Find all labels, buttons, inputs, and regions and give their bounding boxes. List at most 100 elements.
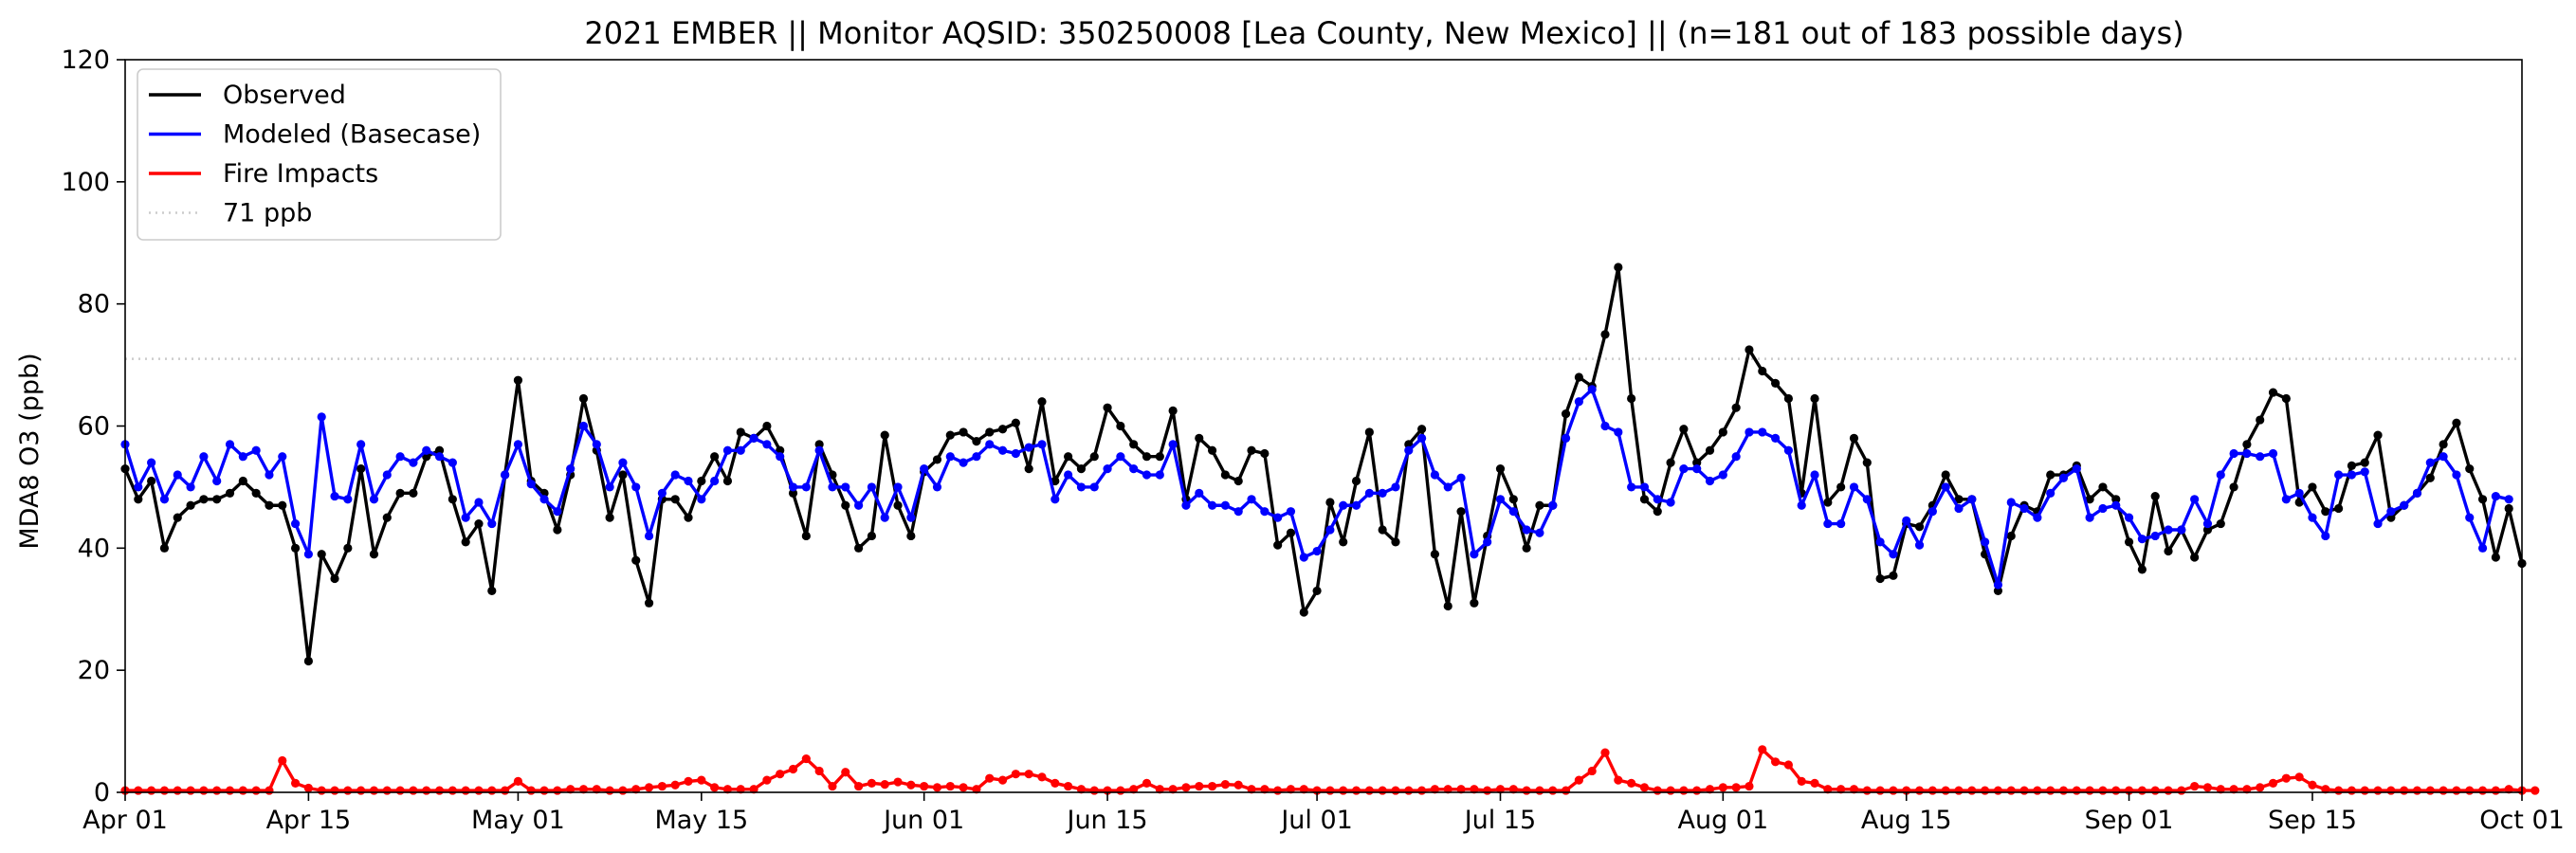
data-point-modeled-basecase (1508, 507, 1518, 517)
data-point-fire-impacts (1993, 786, 2003, 795)
data-point-modeled-basecase (2439, 452, 2448, 462)
data-point-fire-impacts (644, 783, 654, 792)
data-point-fire-impacts (2491, 786, 2500, 795)
data-point-observed (2465, 463, 2475, 474)
data-point-observed (2347, 461, 2357, 470)
data-point-fire-impacts (225, 786, 235, 795)
data-point-fire-impacts (972, 785, 981, 794)
data-point-fire-impacts (317, 786, 326, 795)
data-point-modeled-basecase (1823, 518, 1833, 529)
data-point-observed (251, 488, 261, 498)
data-point-fire-impacts (173, 786, 182, 795)
data-point-fire-impacts (1941, 786, 1950, 795)
data-point-modeled-basecase (592, 440, 601, 449)
x-tick-label: Aug 01 (1677, 806, 1768, 835)
data-point-observed (1561, 409, 1571, 419)
data-point-fire-impacts (1718, 783, 1727, 792)
data-point-modeled-basecase (2477, 543, 2488, 553)
data-point-fire-impacts (2334, 786, 2344, 795)
data-point-observed (1770, 378, 1781, 389)
data-point-observed (199, 495, 209, 504)
data-point-fire-impacts (1195, 781, 1204, 791)
data-point-observed (2202, 525, 2213, 535)
data-point-observed (278, 500, 287, 510)
data-point-modeled-basecase (710, 476, 720, 486)
data-point-observed (1391, 537, 1400, 547)
data-point-fire-impacts (2439, 786, 2448, 795)
data-point-observed (841, 500, 850, 510)
data-point-fire-impacts (749, 785, 758, 794)
data-point-modeled-basecase (159, 495, 170, 504)
data-point-observed (710, 452, 720, 462)
data-point-fire-impacts (1220, 780, 1230, 789)
data-point-modeled-basecase (1247, 495, 1256, 504)
data-point-observed (1889, 571, 1898, 580)
data-point-fire-impacts (2504, 785, 2513, 794)
data-point-modeled-basecase (1810, 470, 1819, 480)
data-point-modeled-basecase (1836, 518, 1846, 529)
data-point-fire-impacts (657, 781, 667, 791)
data-point-observed (2334, 503, 2344, 514)
data-point-modeled-basecase (1443, 482, 1452, 492)
data-point-modeled-basecase (1993, 580, 2003, 590)
data-point-observed (343, 543, 353, 553)
data-point-modeled-basecase (147, 458, 156, 467)
data-point-observed (2321, 507, 2330, 517)
data-point-modeled-basecase (736, 445, 745, 455)
data-point-observed (1914, 522, 1925, 532)
data-point-observed (1783, 393, 1793, 404)
data-point-modeled-basecase (867, 482, 877, 492)
data-point-fire-impacts (997, 775, 1008, 785)
data-point-modeled-basecase (1064, 470, 1073, 480)
data-point-observed (1064, 452, 1073, 462)
data-point-fire-impacts (2281, 773, 2291, 783)
data-point-modeled-basecase (303, 550, 313, 559)
x-tick-label: May 15 (654, 806, 748, 835)
data-point-modeled-basecase (1705, 476, 1715, 486)
data-point-fire-impacts (2347, 786, 2357, 795)
data-point-observed (1155, 452, 1164, 462)
data-point-modeled-basecase (749, 433, 758, 443)
x-tick-label: Jun 15 (1065, 806, 1147, 835)
data-point-modeled-basecase (1155, 470, 1164, 480)
x-tick-label: Apr 15 (266, 806, 352, 835)
data-point-fire-impacts (147, 786, 156, 795)
data-point-fire-impacts (330, 786, 339, 795)
data-point-modeled-basecase (657, 488, 667, 498)
data-point-fire-impacts (1653, 786, 1662, 795)
data-point-fire-impacts (2452, 786, 2461, 795)
data-point-observed (134, 495, 143, 504)
data-point-modeled-basecase (1103, 463, 1112, 474)
data-point-fire-impacts (159, 786, 170, 795)
data-point-modeled-basecase (1783, 445, 1793, 455)
data-point-fire-impacts (867, 778, 877, 788)
data-point-modeled-basecase (1902, 516, 1911, 525)
data-point-fire-impacts (1116, 786, 1125, 795)
data-point-observed (1325, 498, 1335, 507)
data-point-fire-impacts (1168, 785, 1178, 794)
data-point-observed (487, 586, 497, 596)
data-point-fire-impacts (501, 786, 510, 795)
data-point-modeled-basecase (801, 482, 811, 492)
data-point-observed (2111, 495, 2121, 504)
data-point-fire-impacts (880, 780, 889, 789)
data-point-observed (880, 430, 889, 440)
data-point-observed (1495, 463, 1506, 474)
data-point-modeled-basecase (1168, 440, 1178, 449)
data-point-observed (1993, 586, 2003, 596)
data-point-observed (1364, 427, 1374, 437)
data-point-modeled-basecase (2425, 458, 2435, 467)
data-point-observed (1024, 463, 1033, 474)
data-point-observed (1195, 433, 1204, 443)
data-point-modeled-basecase (1653, 495, 1662, 504)
data-point-observed (1273, 540, 1283, 550)
data-point-fire-impacts (959, 783, 968, 792)
data-point-observed (1260, 448, 1270, 459)
data-point-fire-impacts (2400, 786, 2409, 795)
data-point-observed (1076, 463, 1087, 474)
data-point-fire-impacts (1089, 786, 1099, 795)
data-point-fire-impacts (841, 768, 850, 777)
data-point-observed (1810, 393, 1819, 404)
data-point-fire-impacts (2412, 786, 2422, 795)
data-point-fire-impacts (2019, 786, 2029, 795)
